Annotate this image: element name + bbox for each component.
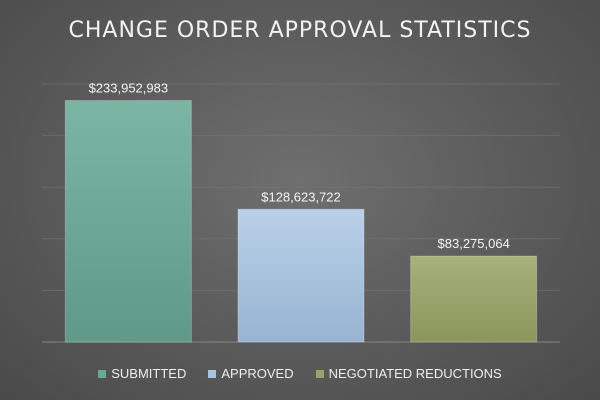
data-label-submitted: $233,952,983: [89, 81, 169, 96]
legend-item-negotiated-reductions: NEGOTIATED REDUCTIONS: [315, 366, 502, 381]
data-labels: $233,952,983 $128,623,722 $83,275,064: [89, 81, 510, 251]
legend-label: SUBMITTED: [111, 366, 187, 381]
legend-swatch: [98, 369, 107, 378]
bars: [64, 100, 538, 343]
data-label-negotiated-reductions: $83,275,064: [438, 236, 510, 251]
legend-item-approved: APPROVED: [208, 366, 294, 381]
legend-label: APPROVED: [221, 366, 294, 381]
legend-label: NEGOTIATED REDUCTIONS: [328, 366, 502, 381]
legend-swatch: [315, 369, 324, 378]
data-label-approved: $128,623,722: [261, 189, 341, 204]
legend-item-submitted: SUBMITTED: [98, 366, 186, 381]
legend: SUBMITTED APPROVED NEGOTIATED REDUCTIONS: [0, 366, 600, 381]
bar-negotiated-reductions: [410, 255, 538, 343]
legend-swatch: [208, 369, 217, 378]
bar-submitted: [64, 100, 192, 343]
chart-title: CHANGE ORDER APPROVAL STATISTICS: [68, 18, 532, 43]
bar-approved: [237, 208, 365, 343]
